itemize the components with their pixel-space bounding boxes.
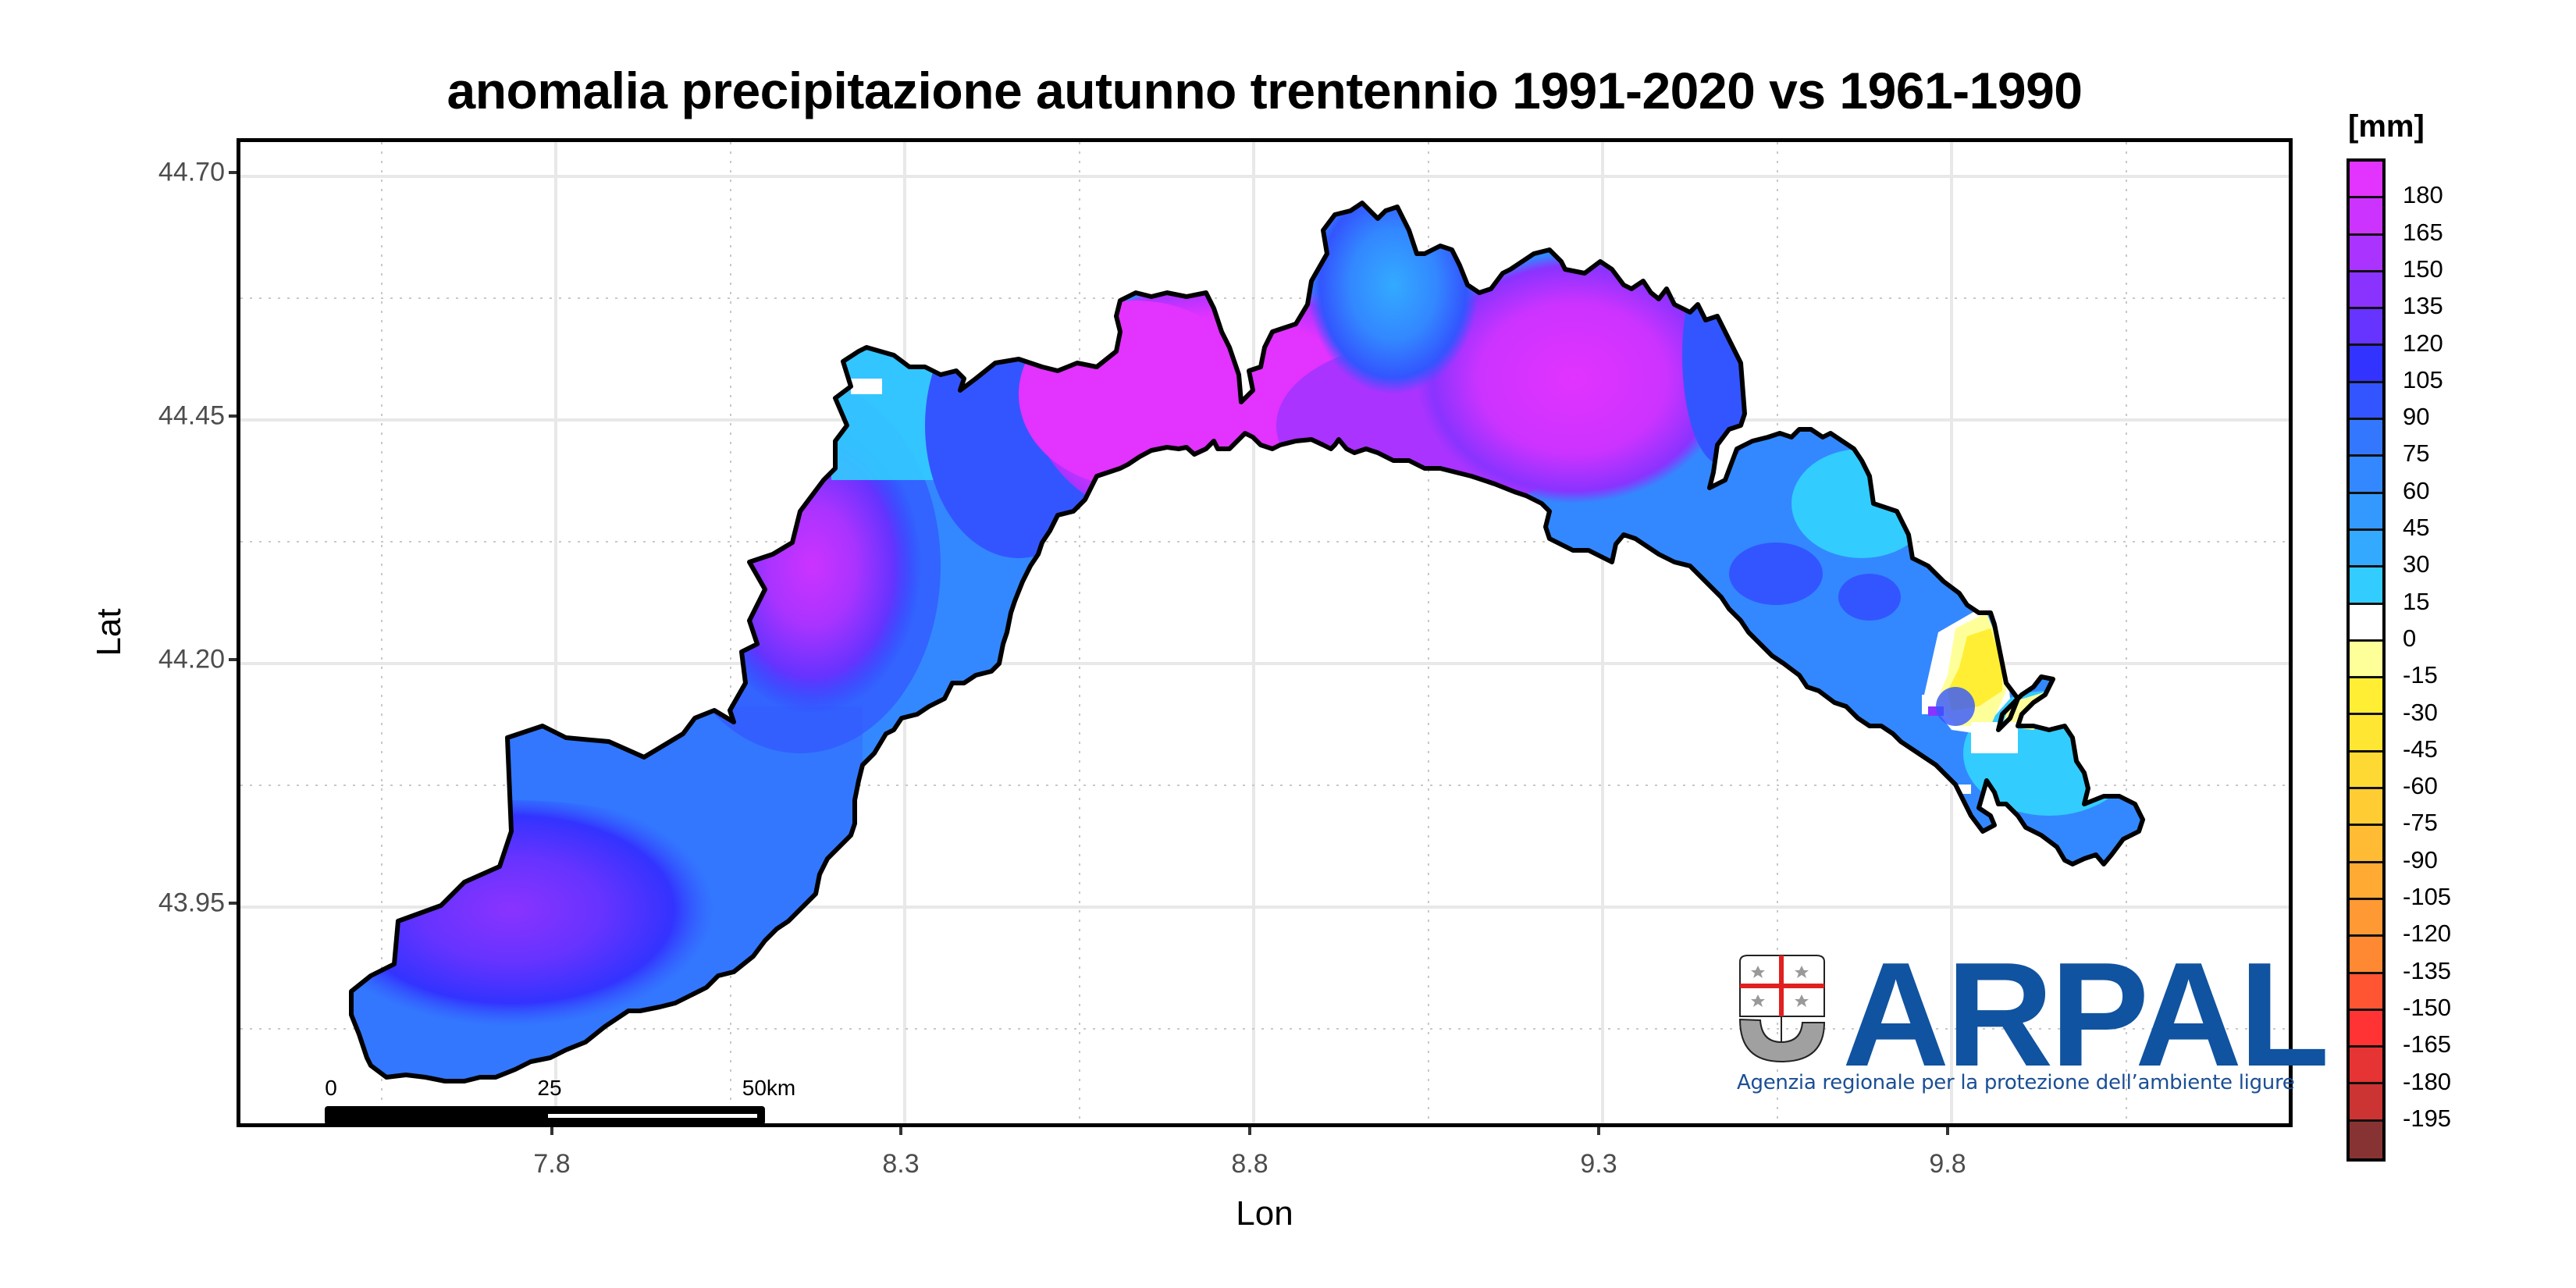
ytick-mark xyxy=(229,171,237,174)
xtick-label: 9.8 xyxy=(1929,1149,1966,1179)
colorbar-label: 60 xyxy=(2403,476,2430,504)
colorbar-cell xyxy=(2350,937,2382,974)
colorbar-label: 90 xyxy=(2403,403,2430,431)
colorbar-cell xyxy=(2350,420,2382,457)
ytick-label: 43.95 xyxy=(158,888,225,918)
legend-title: [mm] xyxy=(2348,109,2425,144)
ytick-label: 44.20 xyxy=(158,644,225,674)
colorbar-label: -135 xyxy=(2403,956,2452,984)
ytick-mark xyxy=(229,415,237,418)
scale-bar-segment xyxy=(548,1114,757,1118)
colorbar-label: 15 xyxy=(2403,587,2430,615)
xtick-mark xyxy=(1597,1127,1600,1135)
colorbar-label: 120 xyxy=(2403,329,2443,357)
xtick-label: 8.8 xyxy=(1231,1149,1268,1179)
xtick-mark xyxy=(1248,1127,1251,1135)
colorbar-cell xyxy=(2350,604,2382,642)
colorbar-label: -180 xyxy=(2403,1067,2452,1095)
precipitation-anomaly-map xyxy=(240,142,2289,1123)
colorbar-cell xyxy=(2350,198,2382,236)
colorbar-cell xyxy=(2350,641,2382,679)
y-axis-label: Lat xyxy=(90,608,128,656)
xtick-mark xyxy=(550,1127,553,1135)
colorbar xyxy=(2347,158,2386,1162)
ytick-label: 44.45 xyxy=(158,400,225,431)
colorbar-cell xyxy=(2350,678,2382,716)
colorbar-label: 180 xyxy=(2403,181,2443,209)
colorbar-cell xyxy=(2350,346,2382,383)
xtick-label: 9.3 xyxy=(1580,1149,1617,1179)
colorbar-label: 150 xyxy=(2403,254,2443,283)
colorbar-label: -45 xyxy=(2403,735,2438,763)
scale-label-50: 50km xyxy=(742,1076,796,1100)
colorbar-label: 75 xyxy=(2403,439,2430,468)
colorbar-label: -30 xyxy=(2403,698,2438,726)
liguria-shield-icon xyxy=(1738,955,1826,1063)
colorbar-cell xyxy=(2350,826,2382,863)
colorbar-label: -90 xyxy=(2403,845,2438,873)
colorbar-label: -75 xyxy=(2403,809,2438,837)
colorbar-label: 105 xyxy=(2403,365,2443,393)
scale-bar xyxy=(325,1106,765,1125)
colorbar-label: -195 xyxy=(2403,1104,2452,1132)
colorbar-label: 0 xyxy=(2403,624,2417,652)
colorbar-cell xyxy=(2350,715,2382,753)
colorbar-cell xyxy=(2350,530,2382,568)
xtick-label: 7.8 xyxy=(533,1149,571,1179)
scale-label-25: 25 xyxy=(537,1076,562,1100)
ytick-mark xyxy=(229,902,237,905)
colorbar-label: -105 xyxy=(2403,883,2452,910)
arpal-tagline: Agenzia regionale per la protezione dell… xyxy=(1737,1071,2295,1094)
xtick-mark xyxy=(899,1127,902,1135)
colorbar-cell xyxy=(2350,752,2382,790)
xtick-mark xyxy=(1946,1127,1949,1135)
colorbar-cell xyxy=(2350,493,2382,531)
colorbar-cell xyxy=(2350,309,2382,347)
colorbar-cell xyxy=(2350,973,2382,1011)
colorbar-cell xyxy=(2350,863,2382,900)
colorbar-label: 165 xyxy=(2403,218,2443,246)
colorbar-label: 135 xyxy=(2403,292,2443,320)
xtick-label: 8.3 xyxy=(882,1149,920,1179)
colorbar-label: 30 xyxy=(2403,550,2430,578)
colorbar-cell xyxy=(2350,1010,2382,1048)
colorbar-cell xyxy=(2350,382,2382,421)
colorbar-label: -150 xyxy=(2403,993,2452,1021)
colorbar-label: -60 xyxy=(2403,772,2438,800)
colorbar-label: -15 xyxy=(2403,661,2438,689)
colorbar-label: -165 xyxy=(2403,1030,2452,1059)
ytick-label: 44.70 xyxy=(158,157,225,187)
colorbar-cell xyxy=(2350,1121,2382,1159)
colorbar-cell xyxy=(2350,789,2382,827)
ytick-mark xyxy=(229,658,237,661)
colorbar-cell xyxy=(2350,457,2382,494)
chart-title: anomalia precipitazione autunno trentenn… xyxy=(447,62,2083,119)
colorbar-label: 45 xyxy=(2403,514,2430,541)
map-panel xyxy=(237,138,2293,1127)
colorbar-cell xyxy=(2350,235,2382,272)
colorbar-cell xyxy=(2350,568,2382,605)
colorbar-cell xyxy=(2350,162,2382,199)
colorbar-label: -120 xyxy=(2403,920,2452,948)
x-axis-label: Lon xyxy=(1236,1194,1293,1233)
colorbar-cell xyxy=(2350,899,2382,938)
arpal-logo-text: ARPAL xyxy=(1842,932,2329,1098)
colorbar-cell xyxy=(2350,1084,2382,1122)
colorbar-cell xyxy=(2350,1048,2382,1085)
colorbar-cell xyxy=(2350,272,2382,310)
scale-label-0: 0 xyxy=(325,1076,337,1100)
